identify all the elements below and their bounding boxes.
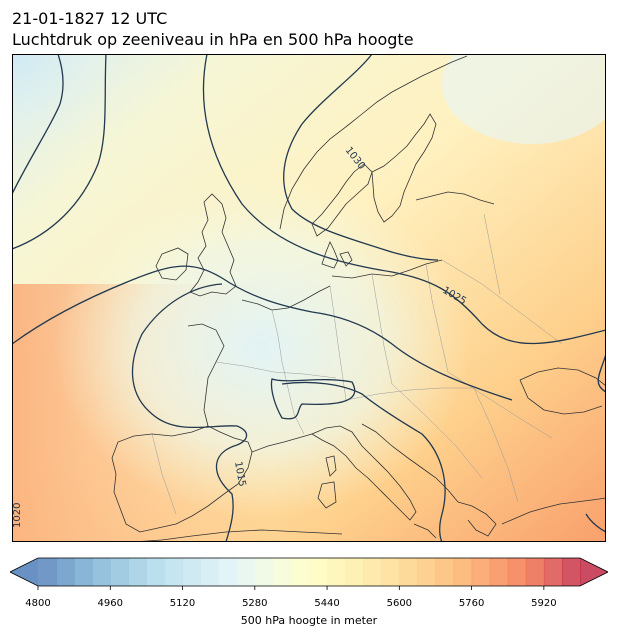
colorbar-tick-label: 5440 [314,598,340,609]
colorbar-cell [254,558,274,586]
colorbar-cell [381,558,400,586]
contour-label-1015: 1015 [232,461,247,488]
pressure-map: 1030 1025 1015 1020 [12,54,606,542]
colorbar-cell [56,558,75,586]
colorbar-extend-low [10,558,38,586]
colorbar-cell [272,558,292,586]
date-time-title: 21-01-1827 12 UTC [12,9,168,28]
isobars [12,54,606,542]
colorbar [10,557,608,590]
colorbar-cell [561,558,581,586]
colorbar-tick-label: 5760 [458,598,485,609]
colorbar-extend-high [580,558,608,586]
colorbar-cell [164,558,184,586]
colorbar-cell [399,558,418,586]
contour-label-1020: 1020 [12,503,23,528]
colorbar-cell [74,558,93,586]
colorbar-cell [290,558,310,586]
colorbar-cell [182,558,202,586]
colorbar-tick-label: 5600 [386,598,413,609]
colorbar-cell [128,558,147,586]
map-title: Luchtdruk op zeeniveau in hPa en 500 hPa… [12,30,414,49]
colorbar-cell [309,558,328,586]
colorbar-cell [110,558,129,586]
colorbar-cell [200,558,220,586]
colorbar-cell [327,558,346,586]
colorbar-cell [435,558,455,586]
colorbar-cell [345,558,364,586]
colorbar-tick-label: 5920 [531,598,557,609]
colorbar-cell [92,558,111,586]
colorbar-label: 500 hPa hoogte in meter [240,614,378,627]
colorbar-cell [525,558,545,586]
colorbar-cell [146,558,166,586]
colorbar-tick-label: 5280 [242,598,268,609]
colorbar-tick-label: 4800 [25,598,51,609]
colorbar-cell [38,558,57,586]
colorbar-cell [363,558,382,586]
map-frame [12,54,606,542]
colorbar-cell [543,558,563,586]
colorbar-cell [507,558,527,586]
colorbar-cell [453,558,473,586]
colorbar-cell [489,558,509,586]
colorbar-cell [471,558,491,586]
colorbar-cell [218,558,238,586]
colorbar-cell [417,558,437,586]
colorbar-tick-label: 4960 [97,598,123,609]
colorbar-tick-label: 5120 [169,598,196,609]
colorbar-cell [236,558,256,586]
